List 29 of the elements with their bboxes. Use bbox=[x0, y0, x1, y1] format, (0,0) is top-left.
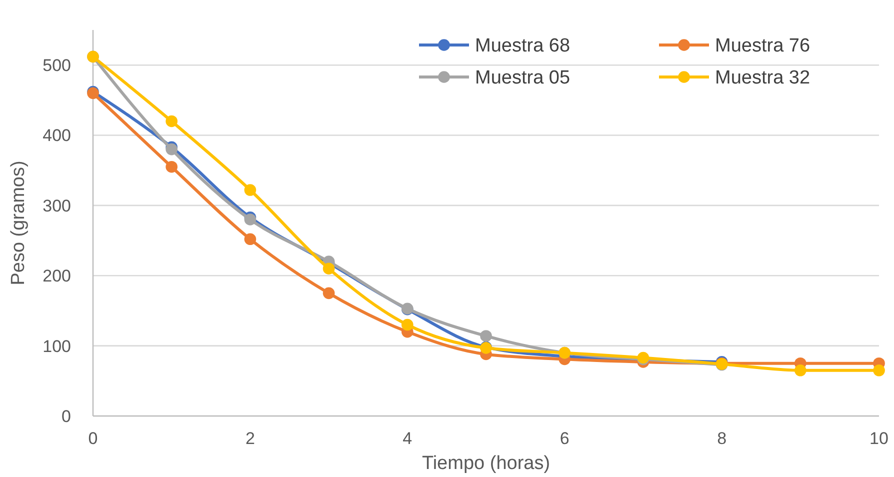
point bbox=[480, 330, 492, 342]
legend-label: Muestra 68 bbox=[475, 36, 570, 57]
x-tick-label: 0 bbox=[88, 429, 98, 448]
x-axis-title: Tiempo (horas) bbox=[422, 453, 550, 474]
point bbox=[322, 287, 335, 300]
point bbox=[794, 364, 806, 376]
point bbox=[244, 214, 256, 226]
y-tick-label: 400 bbox=[42, 126, 71, 146]
point bbox=[401, 318, 414, 331]
x-tick-label: 8 bbox=[717, 429, 727, 448]
y-tick-label: 300 bbox=[42, 196, 71, 216]
x-tick-label: 6 bbox=[560, 429, 570, 448]
y-tick-label: 500 bbox=[42, 56, 71, 76]
y-tick-label: 200 bbox=[42, 266, 71, 286]
point bbox=[166, 160, 178, 173]
legend-label: Muestra 32 bbox=[715, 68, 810, 89]
y-axis-title: Peso (gramos) bbox=[8, 160, 29, 286]
point bbox=[873, 364, 885, 376]
legend-label: Muestra 05 bbox=[475, 68, 570, 89]
x-tick-label: 2 bbox=[245, 429, 255, 448]
y-tick-label: 100 bbox=[42, 336, 71, 356]
point bbox=[166, 115, 178, 128]
point bbox=[244, 184, 256, 196]
x-tick-label: 10 bbox=[870, 429, 888, 448]
point bbox=[244, 233, 256, 246]
legend-label: Muestra 76 bbox=[715, 36, 810, 57]
x-tick-label: 4 bbox=[402, 429, 412, 448]
point bbox=[322, 262, 335, 275]
y-tick-label: 0 bbox=[62, 406, 71, 426]
